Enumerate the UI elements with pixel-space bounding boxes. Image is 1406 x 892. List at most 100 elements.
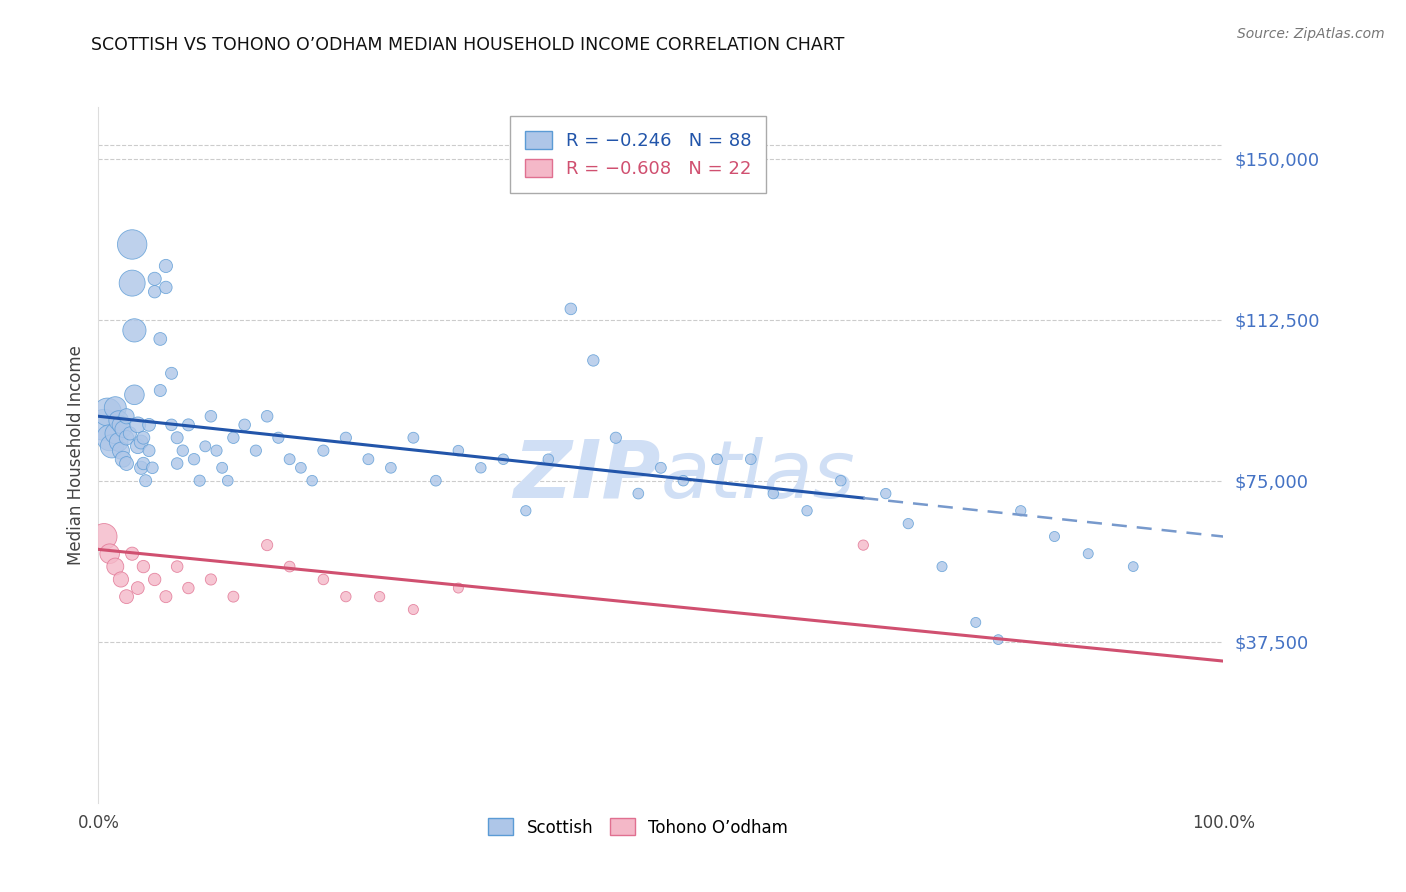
Point — [107, 435, 129, 450]
Legend: Scottish, Tohono O’odham: Scottish, Tohono O’odham — [482, 812, 794, 843]
Point — [222, 590, 245, 604]
Point — [233, 417, 256, 432]
Point — [93, 417, 115, 432]
Point — [127, 439, 149, 453]
Point — [1010, 504, 1032, 518]
Point — [166, 431, 188, 445]
Point — [143, 573, 166, 587]
Point — [107, 413, 129, 427]
Point — [143, 285, 166, 299]
Point — [425, 474, 447, 488]
Point — [301, 474, 323, 488]
Point — [96, 405, 118, 419]
Point — [172, 443, 194, 458]
Text: ZIP: ZIP — [513, 437, 661, 515]
Point — [143, 272, 166, 286]
Point — [1043, 529, 1066, 543]
Point — [104, 426, 127, 441]
Point — [138, 443, 160, 458]
Point — [155, 590, 177, 604]
Point — [217, 474, 239, 488]
Point — [132, 559, 155, 574]
Point — [762, 486, 785, 500]
Point — [211, 460, 233, 475]
Y-axis label: Median Household Income: Median Household Income — [66, 345, 84, 565]
Point — [132, 457, 155, 471]
Point — [560, 301, 582, 316]
Point — [470, 460, 492, 475]
Point — [1122, 559, 1144, 574]
Point — [515, 504, 537, 518]
Point — [706, 452, 728, 467]
Point — [124, 388, 146, 402]
Point — [222, 431, 245, 445]
Point — [127, 417, 149, 432]
Point — [149, 384, 172, 398]
Point — [335, 431, 357, 445]
Point — [796, 504, 818, 518]
Point — [290, 460, 312, 475]
Point — [582, 353, 605, 368]
Point — [115, 457, 138, 471]
Point — [115, 431, 138, 445]
Point — [160, 417, 183, 432]
Point — [740, 452, 762, 467]
Point — [121, 276, 143, 290]
Point — [335, 590, 357, 604]
Point — [987, 632, 1010, 647]
Point — [245, 443, 267, 458]
Point — [129, 435, 152, 450]
Point — [368, 590, 391, 604]
Point — [537, 452, 560, 467]
Point — [138, 417, 160, 432]
Point — [200, 573, 222, 587]
Point — [121, 237, 143, 252]
Point — [267, 431, 290, 445]
Point — [127, 581, 149, 595]
Point — [177, 581, 200, 595]
Point — [256, 538, 278, 552]
Point — [402, 431, 425, 445]
Point — [627, 486, 650, 500]
Point — [965, 615, 987, 630]
Point — [118, 426, 141, 441]
Point — [115, 409, 138, 424]
Point — [1077, 547, 1099, 561]
Point — [121, 547, 143, 561]
Point — [160, 367, 183, 381]
Point — [104, 401, 127, 415]
Point — [124, 323, 146, 337]
Point — [155, 280, 177, 294]
Point — [149, 332, 172, 346]
Text: atlas: atlas — [661, 437, 856, 515]
Point — [110, 417, 132, 432]
Point — [380, 460, 402, 475]
Point — [875, 486, 897, 500]
Point — [200, 409, 222, 424]
Point — [183, 452, 205, 467]
Point — [830, 474, 852, 488]
Text: SCOTTISH VS TOHONO O’ODHAM MEDIAN HOUSEHOLD INCOME CORRELATION CHART: SCOTTISH VS TOHONO O’ODHAM MEDIAN HOUSEH… — [91, 36, 845, 54]
Point — [104, 559, 127, 574]
Point — [278, 452, 301, 467]
Point — [141, 460, 163, 475]
Point — [278, 559, 301, 574]
Point — [931, 559, 953, 574]
Point — [93, 529, 115, 543]
Point — [256, 409, 278, 424]
Point — [155, 259, 177, 273]
Point — [188, 474, 211, 488]
Point — [177, 417, 200, 432]
Point — [112, 452, 135, 467]
Point — [166, 559, 188, 574]
Point — [135, 474, 157, 488]
Point — [110, 443, 132, 458]
Point — [205, 443, 228, 458]
Point — [110, 573, 132, 587]
Point — [357, 452, 380, 467]
Point — [650, 460, 672, 475]
Point — [447, 443, 470, 458]
Point — [132, 431, 155, 445]
Point — [852, 538, 875, 552]
Point — [166, 457, 188, 471]
